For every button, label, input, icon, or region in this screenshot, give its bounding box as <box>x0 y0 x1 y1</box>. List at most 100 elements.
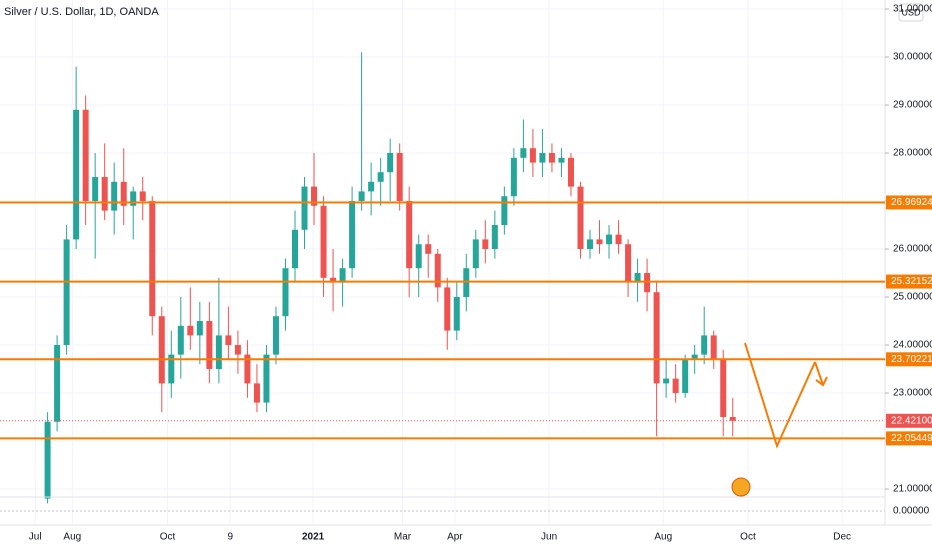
candle-body <box>644 273 651 293</box>
x-tick-label: Jun <box>541 532 557 543</box>
candle-body <box>263 354 270 403</box>
y-tick-label: 26.00000 <box>893 244 932 255</box>
candle-body <box>349 201 356 269</box>
candle-body <box>415 244 422 269</box>
level-label: 26.96924 <box>891 197 932 208</box>
candle-body <box>54 345 61 422</box>
level-label-box <box>886 274 932 289</box>
candle-body <box>587 239 593 249</box>
candle-body <box>672 378 679 393</box>
candle-body <box>320 205 327 278</box>
candle-body <box>701 335 708 355</box>
candle-body <box>396 153 403 201</box>
candle-body <box>520 148 527 158</box>
x-tick-label: 9 <box>228 532 234 543</box>
candle-body <box>387 153 394 173</box>
y-tick-label: 28.00000 <box>893 148 932 159</box>
marks <box>44 52 736 504</box>
candle-body <box>720 359 727 417</box>
candle-body <box>111 181 118 211</box>
candle-body <box>539 153 546 163</box>
candle-body <box>472 239 479 269</box>
x-tick-label: Oct <box>740 532 756 543</box>
x-tick-label: Jul <box>29 532 42 543</box>
y-tick-label: 31.00000 <box>893 4 932 15</box>
candle-body <box>292 229 298 269</box>
projection-arrow <box>814 361 824 386</box>
candle-body <box>691 354 698 360</box>
candle-body <box>453 297 460 331</box>
candle-body <box>577 186 584 249</box>
candle-body <box>187 325 194 336</box>
chart-title: Silver / U.S. Dollar, 1D, OANDA <box>4 6 159 18</box>
candle-body <box>434 253 441 288</box>
level-label: 25.32152 <box>891 276 932 287</box>
candle-body <box>663 378 670 384</box>
x-tick-label: Dec <box>833 532 851 543</box>
y-tick-label: 30.00000 <box>893 52 932 63</box>
candle-body <box>615 234 622 245</box>
last-price-box <box>886 413 932 428</box>
candle-body <box>634 273 641 283</box>
x-tick-label: Aug <box>654 532 672 543</box>
candle-body <box>377 172 384 182</box>
x-tick-label: Apr <box>447 532 463 543</box>
candle-body <box>463 268 470 297</box>
candle-body <box>63 239 70 345</box>
candle-body <box>82 109 89 201</box>
candle-body <box>606 234 613 245</box>
arrow-head <box>815 376 828 387</box>
candle-body <box>92 177 99 201</box>
candle-body <box>234 345 241 355</box>
candle-body <box>596 239 603 245</box>
candle-body <box>529 148 536 163</box>
candle-body <box>729 417 736 421</box>
events-icon[interactable] <box>731 477 751 497</box>
y-tick-label: 21.00000 <box>893 484 932 495</box>
candle-body <box>358 191 365 201</box>
candle-body <box>491 225 498 249</box>
candle-body <box>149 201 156 317</box>
candle-body <box>130 191 137 206</box>
y-tick-label: 24.00000 <box>893 340 932 351</box>
candle-body <box>139 191 146 201</box>
x-tick-label: Aug <box>63 532 81 543</box>
last-price-label: 22.42100 <box>891 415 932 426</box>
candle-body <box>244 354 251 384</box>
candle-body <box>158 316 165 384</box>
y-tick-label: 29.00000 <box>893 100 932 111</box>
candle-body <box>206 321 213 369</box>
currency-button[interactable] <box>898 3 924 22</box>
candle-body <box>196 321 203 336</box>
candle-body <box>339 268 346 283</box>
candle-body <box>444 287 451 331</box>
level-label-box <box>886 431 932 446</box>
y-tick-label: 25.00000 <box>893 292 932 303</box>
candle-body <box>406 201 413 269</box>
projection-drawing <box>744 342 816 449</box>
candle-body <box>301 186 308 230</box>
currency-label: USD <box>901 7 921 17</box>
candle-body <box>253 383 260 403</box>
candle-body <box>482 239 489 249</box>
candle-body <box>653 292 660 384</box>
candle-body <box>101 177 108 211</box>
candle-body <box>368 181 375 192</box>
candle-body <box>73 109 80 240</box>
candle-body <box>330 277 337 283</box>
x-tick-label: Oct <box>160 532 176 543</box>
level-label-box <box>886 195 932 210</box>
level-label: 22.05449 <box>891 433 932 444</box>
candle-body <box>510 157 517 197</box>
macd-tick-label: 0.00000 <box>893 506 930 517</box>
candle-body <box>272 316 279 355</box>
candle-body <box>225 335 232 345</box>
candle-body <box>548 153 555 163</box>
candle-body <box>311 186 318 206</box>
candle-body <box>282 268 289 317</box>
level-label-box <box>886 352 932 367</box>
candle-body <box>168 354 175 384</box>
candle-body <box>567 157 574 187</box>
x-tick-label: Mar <box>394 532 412 543</box>
